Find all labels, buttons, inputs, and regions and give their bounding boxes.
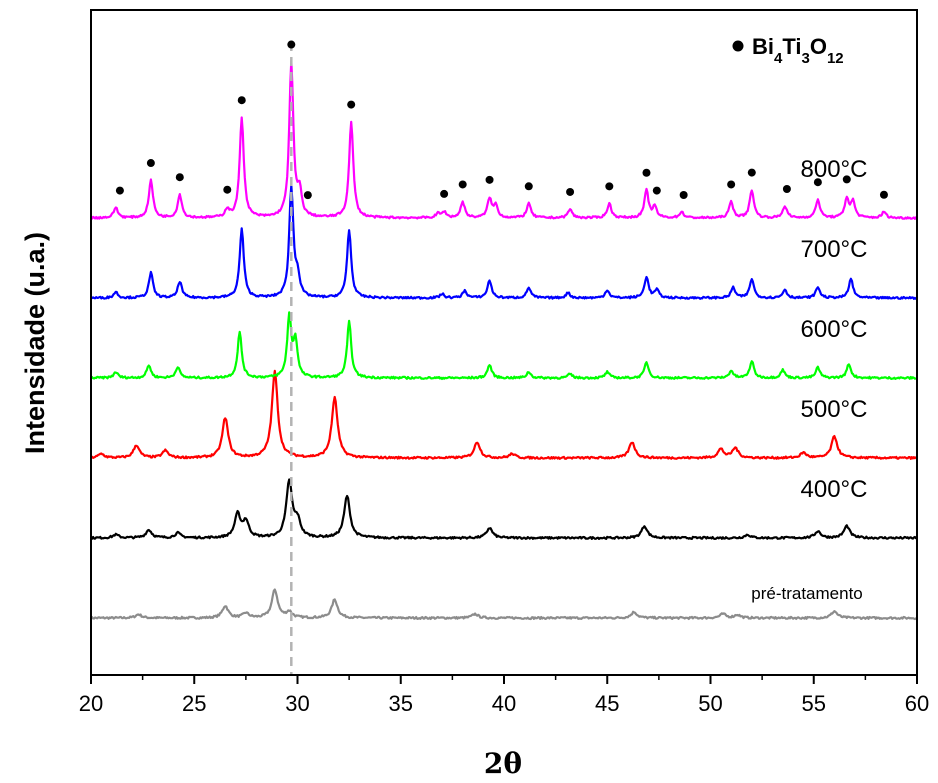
phase-marker [146, 159, 155, 168]
phase-marker [440, 189, 449, 198]
y-axis-title: Intensidade (u.a.) [20, 232, 50, 454]
phase-marker [237, 96, 246, 105]
x-tick-label: 45 [595, 691, 619, 716]
legend: Bi4Ti3O12 [732, 34, 844, 67]
phase-marker [485, 175, 494, 184]
x-tick-label: 35 [389, 691, 413, 716]
x-tick-label: 40 [492, 691, 516, 716]
series-label: 600°C [801, 316, 868, 343]
phase-marker [287, 40, 296, 49]
phase-marker [782, 185, 791, 193]
legend-marker [732, 40, 744, 52]
series-line [90, 588, 918, 621]
x-axis-ticks: 20 25 30 35 40 45 50 55 60 [79, 675, 929, 716]
x-tick-label: 20 [79, 691, 103, 716]
phase-marker [458, 180, 467, 189]
series-label: pré-tratamento [751, 584, 863, 603]
series-line [90, 311, 918, 380]
series-label: 400°C [801, 476, 868, 503]
x-axis-title: 2θ [484, 747, 522, 780]
phase-marker [727, 180, 736, 189]
series-label: 500°C [801, 396, 868, 423]
series-label: 800°C [801, 156, 868, 183]
phase-marker [842, 175, 851, 184]
phase-marker [813, 178, 822, 187]
series-line [90, 478, 918, 540]
phase-marker [223, 185, 232, 194]
x-tick-label: 60 [905, 691, 929, 716]
x-tick-label: 55 [802, 691, 826, 716]
x-tick-label: 30 [285, 691, 309, 716]
phase-marker [652, 186, 661, 195]
phase-marker [679, 191, 688, 199]
peak-markers [115, 40, 888, 200]
phase-marker [175, 173, 184, 182]
phase-marker [566, 187, 575, 196]
phase-marker [115, 186, 124, 195]
phase-marker [303, 191, 312, 200]
phase-marker [347, 100, 356, 109]
series-line [90, 369, 918, 460]
phase-marker [642, 168, 651, 177]
phase-marker [524, 182, 533, 191]
plot-frame [90, 9, 918, 676]
series-line [90, 184, 918, 300]
phase-marker [747, 168, 756, 177]
x-tick-label: 25 [182, 691, 206, 716]
x-tick-label: 50 [698, 691, 722, 716]
curve-labels: pré-tratamento 400°C 500°C 600°C 700°C 800°C [751, 156, 867, 603]
legend-label: Bi4Ti3O12 [752, 34, 844, 67]
series-line [90, 59, 918, 220]
phase-marker [879, 190, 888, 199]
phase-marker [605, 182, 614, 191]
curves-group [90, 59, 918, 621]
series-label: 700°C [801, 236, 868, 263]
